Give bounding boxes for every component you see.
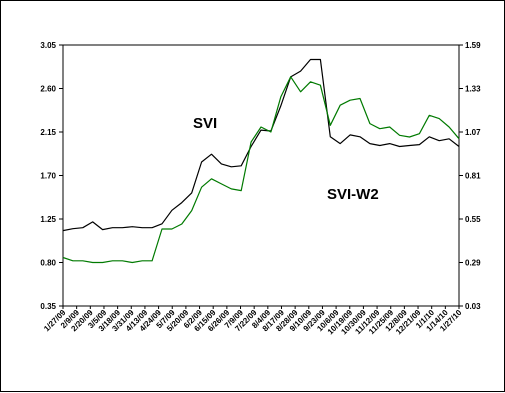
right-tick-label: 1.59 xyxy=(465,41,481,50)
right-tick-label: 0.55 xyxy=(465,215,481,224)
right-tick-label: 0.03 xyxy=(465,302,481,311)
right-tick-label: 0.29 xyxy=(465,259,481,268)
left-tick-label: 2.60 xyxy=(40,85,56,94)
left-tick-label: 0.80 xyxy=(40,259,56,268)
left-tick-label: 3.05 xyxy=(40,41,56,50)
annotation-svi: SVI xyxy=(193,115,217,132)
series-lines xyxy=(62,58,460,264)
right-tick-label: 0.81 xyxy=(465,172,481,181)
left-axis-ticks: 3.05 2.60 2.15 1.70 1.25 0.80 0.35 xyxy=(40,41,63,311)
annotation-svi-w2: SVI-W2 xyxy=(327,186,379,203)
series-line-svi-w2 xyxy=(62,76,460,264)
right-tick-label: 1.07 xyxy=(465,128,481,137)
series-line-svi xyxy=(62,58,460,232)
left-tick-label: 1.70 xyxy=(40,172,56,181)
right-axis-ticks: 1.59 1.33 1.07 0.81 0.55 0.29 0.03 xyxy=(459,41,481,311)
plot-area xyxy=(62,44,460,307)
right-tick-label: 1.33 xyxy=(465,85,481,94)
left-tick-label: 2.15 xyxy=(40,128,56,137)
x-axis-ticks: 1/27/092/9/092/20/093/5/093/18/093/31/09… xyxy=(42,306,464,336)
left-tick-label: 1.25 xyxy=(40,215,56,224)
left-tick-label: 0.35 xyxy=(40,302,56,311)
